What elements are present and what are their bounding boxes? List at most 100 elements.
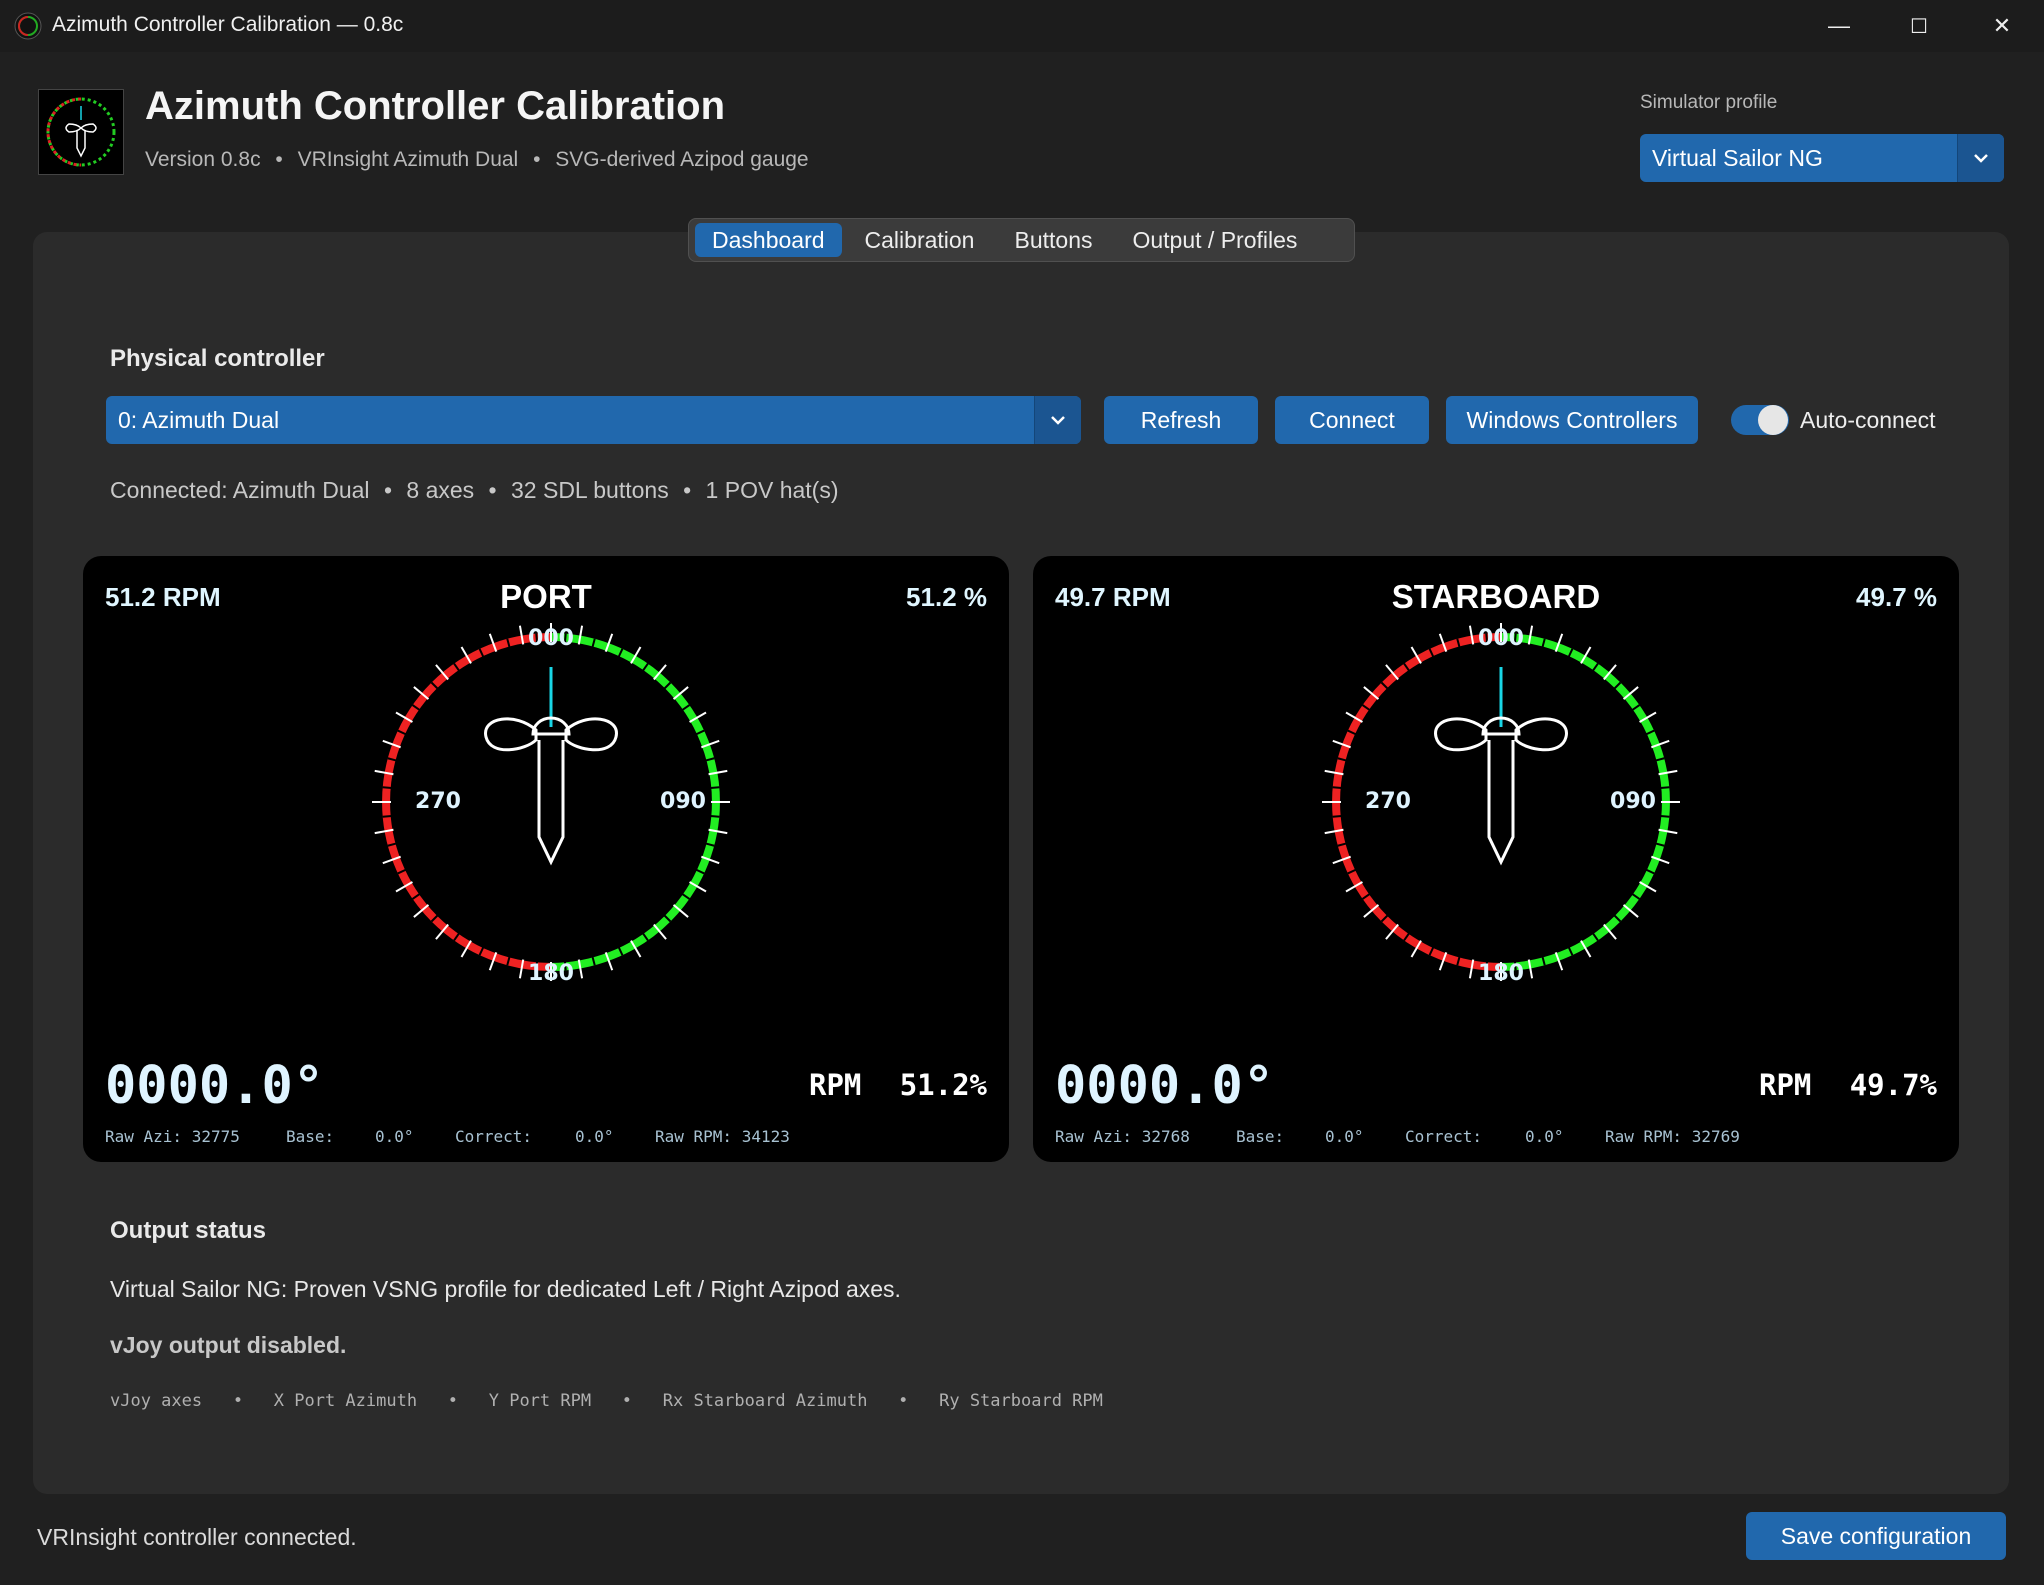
dial-tick <box>1456 638 1461 648</box>
dial-tick <box>1345 881 1363 893</box>
controller-select[interactable]: 0: Azimuth Dual <box>106 396 1081 444</box>
dial-tick <box>1554 952 1564 971</box>
dial-tick <box>1631 704 1641 712</box>
rpm-percent-value: 49.7% <box>1849 1068 1937 1102</box>
azipod-icon <box>484 667 618 866</box>
port-gauge: 51.2 RPM PORT 51.2 % 000 090 180 270 000… <box>83 556 1009 1162</box>
close-window-button[interactable]: ✕ <box>1962 0 2042 52</box>
tab-dashboard[interactable]: Dashboard <box>695 223 842 257</box>
port-arc <box>1332 633 1502 971</box>
dial-tick <box>1541 638 1546 648</box>
azimuth-dial: 000 090 180 270 <box>1322 623 1680 986</box>
dial-tick <box>1363 686 1380 700</box>
dial-label-north: 000 <box>1478 626 1524 651</box>
azimuth-angle-readout: 0000.0° <box>1055 1056 1275 1116</box>
vjoy-axes-mapping: vJoy axes • X Port Azimuth • Y Port RPM … <box>110 1391 1103 1411</box>
dial-tick <box>563 633 567 643</box>
dial-tick <box>1591 932 1599 942</box>
dial-tick <box>411 892 421 900</box>
connect-button[interactable]: Connect <box>1275 396 1429 444</box>
dial-tick <box>1655 757 1665 762</box>
dial-tick <box>506 638 511 648</box>
dial-tick <box>382 814 392 818</box>
dial-label-west: 270 <box>415 789 461 814</box>
dial-tick <box>591 638 596 648</box>
raw-rpm-readout: Raw RPM: 32769 <box>1605 1127 1740 1146</box>
dial-tick <box>1332 786 1342 790</box>
dial-tick <box>1468 625 1475 645</box>
dial-tick <box>708 828 728 835</box>
dial-tick <box>535 961 539 971</box>
dial-tick <box>641 662 649 672</box>
dial-tick <box>1347 729 1357 736</box>
azimuth-dial: 000 090 180 270 <box>372 623 730 986</box>
dial-tick <box>397 729 407 736</box>
dial-tick <box>1385 664 1399 681</box>
physical-controller-title: Physical controller <box>110 345 325 372</box>
dial-tick <box>395 711 413 723</box>
tab-calibration[interactable]: Calibration <box>864 226 975 253</box>
vjoy-axis-ry: Ry Starboard RPM <box>939 1391 1103 1411</box>
dial-tick <box>1631 892 1641 900</box>
dial-label-west: 270 <box>1365 789 1411 814</box>
base-label: Base: <box>1236 1127 1285 1146</box>
dial-tick <box>1541 956 1546 966</box>
separator: • <box>533 148 541 171</box>
dial-tick <box>681 892 691 900</box>
save-configuration-button[interactable]: Save configuration <box>1746 1512 2006 1560</box>
app-subtitle: Version 0.8c • VRInsight Azimuth Dual • … <box>145 148 809 172</box>
minimize-button[interactable]: — <box>1799 0 1879 52</box>
vjoy-axis-y: Y Port RPM <box>488 1391 592 1411</box>
gauge-source-text: SVG-derived Azipod gauge <box>555 148 809 171</box>
dial-tick <box>1580 646 1592 664</box>
simulator-profile-value: Virtual Sailor NG <box>1652 144 1823 171</box>
rpm-label: RPM <box>809 1068 862 1102</box>
dial-tick <box>1363 904 1380 918</box>
raw-rpm-readout: Raw RPM: 34123 <box>655 1127 790 1146</box>
raw-azi-readout: Raw Azi: 32775 <box>105 1127 240 1146</box>
rpm-percent-value: 51.2% <box>899 1068 987 1102</box>
dial-tick <box>478 946 485 956</box>
output-status-title: Output status <box>110 1217 266 1244</box>
vjoy-axes-label: vJoy axes <box>110 1391 203 1411</box>
dial-tick <box>518 959 525 979</box>
dial-tick <box>382 786 392 790</box>
dial-tick <box>577 625 584 645</box>
vjoy-axis-rx: Rx Starboard Azimuth <box>662 1391 868 1411</box>
dial-tick <box>701 739 720 749</box>
simulator-profile-label: Simulator profile <box>1640 92 1778 113</box>
windows-controllers-button[interactable]: Windows Controllers <box>1446 396 1698 444</box>
connection-status: Connected: Azimuth Dual • 8 axes • 32 SD… <box>110 477 839 503</box>
maximize-button[interactable]: ☐ <box>1879 0 1959 52</box>
app-title: Azimuth Controller Calibration <box>145 84 725 128</box>
gauge-title: PORT <box>500 578 592 615</box>
dial-tick <box>663 681 672 690</box>
auto-connect-toggle[interactable] <box>1731 405 1789 435</box>
base-value: 0.0° <box>1325 1127 1364 1146</box>
dial-tick <box>1651 739 1670 749</box>
dial-tick <box>681 704 691 712</box>
dial-tick <box>506 956 511 966</box>
dial-tick <box>1428 946 1435 956</box>
dial-tick <box>1332 855 1351 865</box>
refresh-button[interactable]: Refresh <box>1104 396 1258 444</box>
dial-tick <box>1645 868 1655 875</box>
dial-tick <box>1438 952 1448 971</box>
dial-tick <box>1658 828 1678 835</box>
minimize-icon: — <box>1828 13 1850 38</box>
dial-tick <box>1456 956 1461 966</box>
dial-tick <box>1403 662 1411 672</box>
simulator-profile-select[interactable]: Virtual Sailor NG <box>1640 134 2004 182</box>
dial-tick <box>488 633 498 652</box>
chevron-down-icon <box>1957 134 2004 182</box>
dial-tick <box>604 633 614 652</box>
dial-tick <box>413 686 430 700</box>
controller-select-value: 0: Azimuth Dual <box>118 406 280 433</box>
dial-tick <box>1410 646 1422 664</box>
dial-tick <box>1324 828 1344 835</box>
dial-tick <box>387 757 397 762</box>
dial-tick <box>695 868 705 875</box>
tab-buttons[interactable]: Buttons <box>1014 226 1093 253</box>
version-text: Version 0.8c <box>145 148 261 171</box>
tab-output-profiles[interactable]: Output / Profiles <box>1132 226 1298 253</box>
